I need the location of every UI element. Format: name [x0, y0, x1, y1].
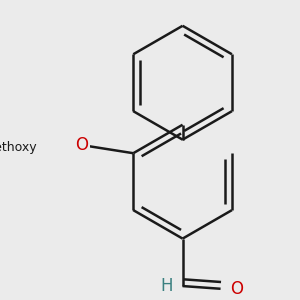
Text: H: H: [160, 277, 173, 295]
Text: O: O: [230, 280, 243, 298]
Text: O: O: [75, 136, 88, 154]
Text: methoxy: methoxy: [0, 141, 37, 154]
